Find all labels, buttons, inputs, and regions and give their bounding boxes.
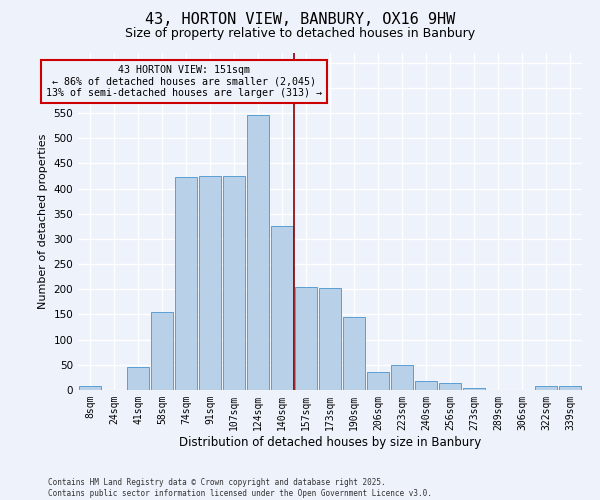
- Bar: [391, 365, 413, 390]
- X-axis label: Distribution of detached houses by size in Banbury: Distribution of detached houses by size …: [179, 436, 481, 448]
- Text: 43 HORTON VIEW: 151sqm
← 86% of detached houses are smaller (2,045)
13% of semi-: 43 HORTON VIEW: 151sqm ← 86% of detached…: [46, 65, 322, 98]
- Bar: [247, 116, 269, 390]
- Text: Size of property relative to detached houses in Banbury: Size of property relative to detached ho…: [125, 28, 475, 40]
- Bar: [175, 178, 197, 390]
- Bar: [223, 176, 245, 390]
- Text: Contains HM Land Registry data © Crown copyright and database right 2025.
Contai: Contains HM Land Registry data © Crown c…: [48, 478, 432, 498]
- Bar: [559, 386, 581, 390]
- Bar: [343, 317, 365, 390]
- Bar: [79, 386, 101, 390]
- Bar: [367, 372, 389, 390]
- Bar: [127, 368, 149, 390]
- Bar: [319, 288, 341, 390]
- Bar: [463, 388, 485, 390]
- Bar: [415, 381, 437, 390]
- Bar: [439, 383, 461, 390]
- Bar: [151, 312, 173, 390]
- Bar: [271, 226, 293, 390]
- Bar: [295, 287, 317, 390]
- Y-axis label: Number of detached properties: Number of detached properties: [38, 134, 48, 309]
- Bar: [199, 176, 221, 390]
- Bar: [535, 386, 557, 390]
- Text: 43, HORTON VIEW, BANBURY, OX16 9HW: 43, HORTON VIEW, BANBURY, OX16 9HW: [145, 12, 455, 28]
